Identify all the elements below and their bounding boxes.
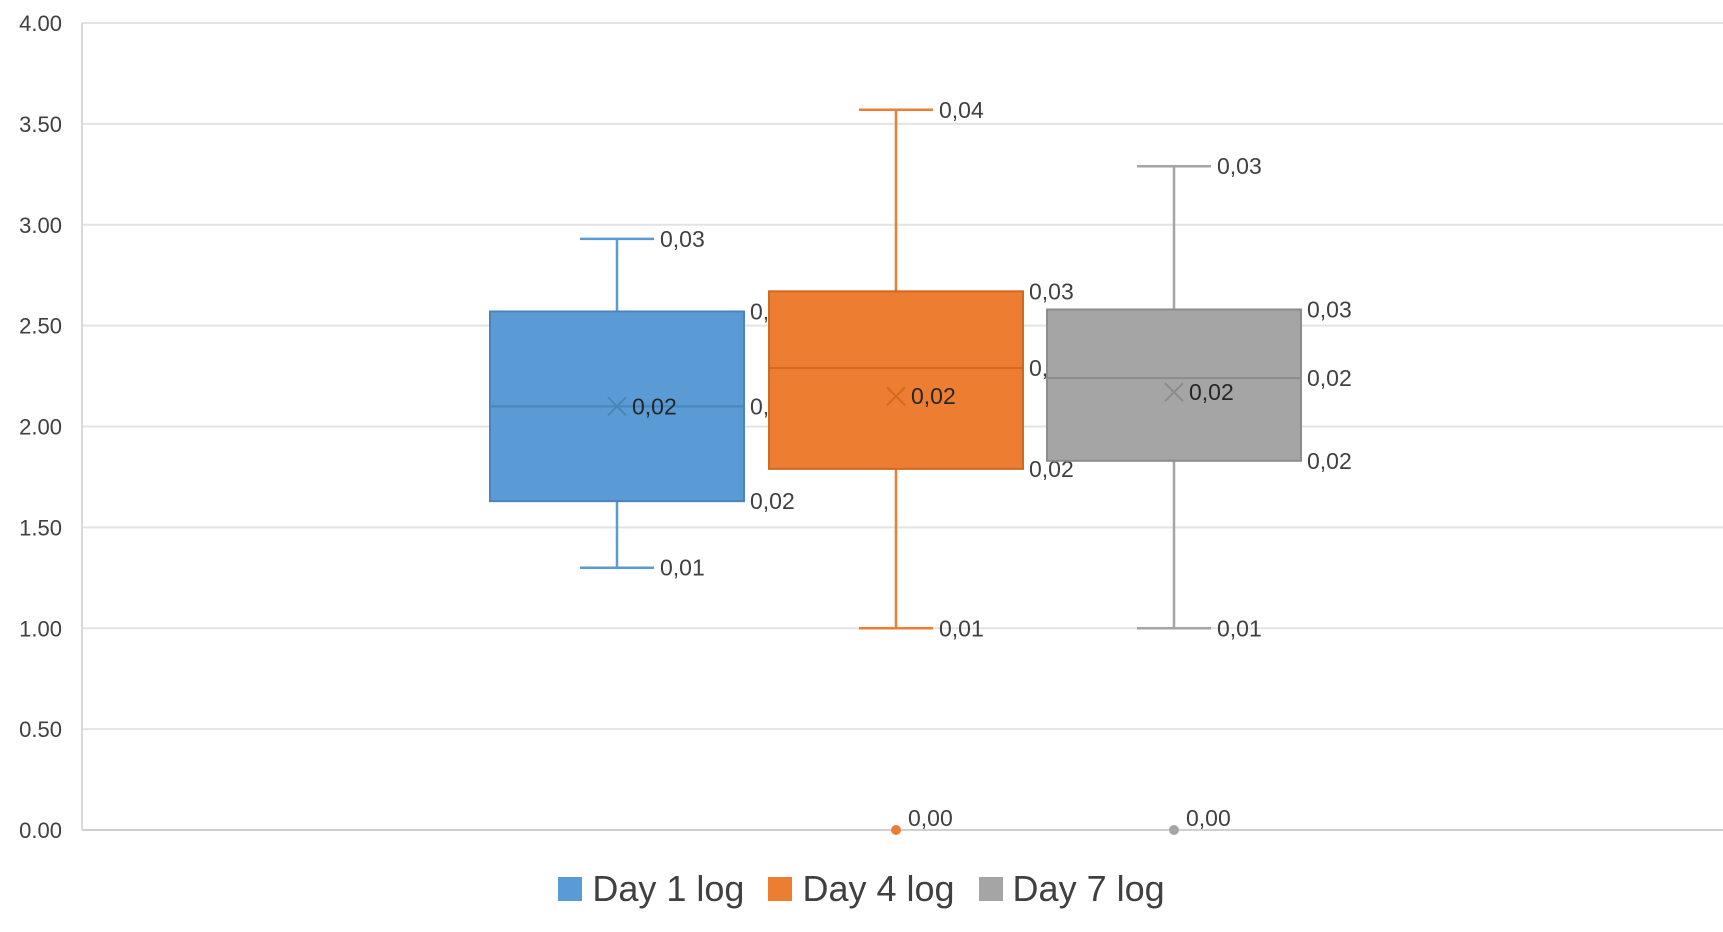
legend-item-day4: Day 4 log	[768, 868, 955, 910]
y-tick-label-6: 3.00	[19, 213, 62, 238]
legend-swatch-day4	[768, 877, 793, 901]
y-tick-label-8: 4.00	[19, 11, 62, 36]
label-max-day1: 0,03	[660, 226, 705, 252]
label-q1-day1: 0,02	[750, 488, 795, 514]
y-tick-label-7: 3.50	[19, 112, 62, 137]
label-min-day4: 0,01	[939, 615, 984, 641]
outlier-point-day7-0	[1169, 825, 1179, 835]
legend: Day 1 log Day 4 log Day 7 log	[0, 868, 1723, 910]
mean-marker-b-day1	[607, 396, 627, 417]
label-q1-day7: 0,02	[1307, 448, 1352, 474]
label-mean-day7: 0,02	[1189, 379, 1234, 405]
label-median-day7: 0,02	[1307, 365, 1352, 391]
label-min-day7: 0,01	[1217, 615, 1262, 641]
mean-marker-b-day4	[886, 386, 906, 406]
y-tick-label-3: 1.50	[19, 515, 62, 540]
legend-label-day1: Day 1 log	[592, 868, 745, 909]
box-series-day7: 0,00 0,03 0,01 0,03 0,02 0,02 0,02	[1046, 153, 1352, 835]
box-day7	[1046, 308, 1302, 462]
y-tick-label-4: 2.00	[19, 415, 62, 440]
y-tick-label-0: 0.00	[19, 818, 62, 843]
box-day4	[768, 290, 1024, 470]
y-axis: 0.00 0.50 1.00 1.50 2.00 2.50 3.00 3.50 4.00	[19, 11, 83, 843]
outlier-label-day7-0: 0,00	[1186, 805, 1231, 831]
label-max-day7: 0,03	[1217, 153, 1262, 179]
box-series-day1: 0,030,010,030,020,020,02	[489, 226, 795, 581]
legend-item-day1: Day 1 log	[558, 868, 744, 910]
y-tick-label-5: 2.50	[19, 314, 62, 339]
label-mean-day1: 0,02	[632, 393, 677, 419]
legend-swatch-day7	[978, 877, 1003, 901]
box-series-group: 0,03 0,01 0,03 0,02 0,02 0,02 0,00 0,04 0,01 0,03…	[489, 97, 1352, 835]
label-min-day1: 0,01	[660, 555, 705, 581]
outlier-label-day4-0: 0,00	[908, 805, 953, 831]
legend-item-day7: Day 7 log	[978, 868, 1165, 910]
outlier-point-day4-0	[891, 825, 901, 835]
box-series-day4: 0,000,040,010,030,020,020,02	[768, 97, 1074, 835]
y-tick-label-1: 0.50	[19, 717, 62, 742]
legend-label-day4: Day 4 log	[802, 868, 955, 909]
label-q3-day7: 0,03	[1307, 296, 1352, 322]
label-q3-day4: 0,03	[1029, 278, 1074, 304]
label-max-day4: 0,04	[939, 97, 984, 123]
label-mean-day4: 0,02	[911, 383, 956, 409]
y-tick-label-2: 1.00	[19, 616, 62, 641]
mean-marker-b-day7	[1164, 382, 1184, 402]
legend-label-day7: Day 7 log	[1012, 868, 1165, 909]
legend-swatch-day1	[558, 877, 583, 901]
